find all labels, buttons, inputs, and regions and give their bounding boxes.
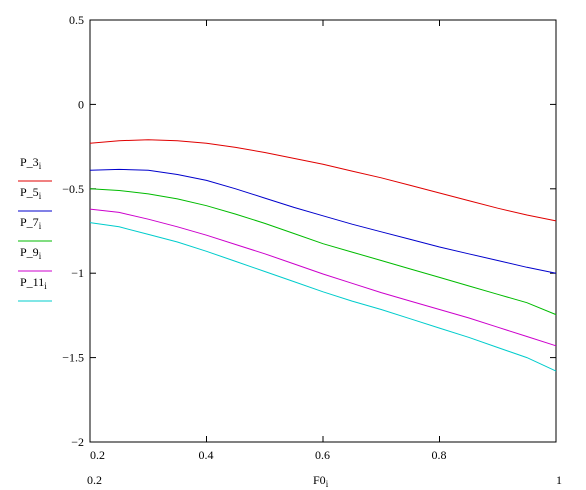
series-line-p9 xyxy=(89,208,557,347)
series-line-p7 xyxy=(89,188,557,316)
legend: P_3i P_5i P_7i P_9i P_11i xyxy=(18,155,52,302)
x-tick-label: 0.8 xyxy=(432,448,447,462)
x-axis-label: F0i xyxy=(313,473,329,489)
series-line-p3 xyxy=(89,139,557,222)
legend-label: P_7i xyxy=(20,215,42,231)
x-range-min-label: 0.2 xyxy=(87,473,102,487)
series-line-p11 xyxy=(89,222,557,372)
legend-label: P_9i xyxy=(20,245,42,261)
y-tick-label: −1.5 xyxy=(62,351,84,365)
y-tick-label: 0 xyxy=(78,97,84,111)
x-tick-label: 0.4 xyxy=(199,448,214,462)
x-tick-label: 0.6 xyxy=(315,448,330,462)
x-tick-label: 0.2 xyxy=(90,448,105,462)
x-range-max-label: 1 xyxy=(556,473,562,487)
series-line-p5 xyxy=(89,168,557,274)
series-lines xyxy=(89,139,557,372)
x-axis: 0.2 0.4 0.6 0.8 xyxy=(89,20,447,462)
legend-label: P_5i xyxy=(20,185,42,201)
y-tick-label: −1 xyxy=(71,266,84,280)
y-axis: 0.5 0 −0.5 −1 −1.5 −2 xyxy=(62,13,556,449)
legend-label: P_11i xyxy=(20,275,47,291)
y-tick-label: −0.5 xyxy=(62,182,84,196)
plot-frame xyxy=(89,19,557,443)
y-tick-label: 0.5 xyxy=(69,13,84,27)
y-tick-label: −2 xyxy=(71,435,84,449)
legend-label: P_3i xyxy=(20,155,42,171)
